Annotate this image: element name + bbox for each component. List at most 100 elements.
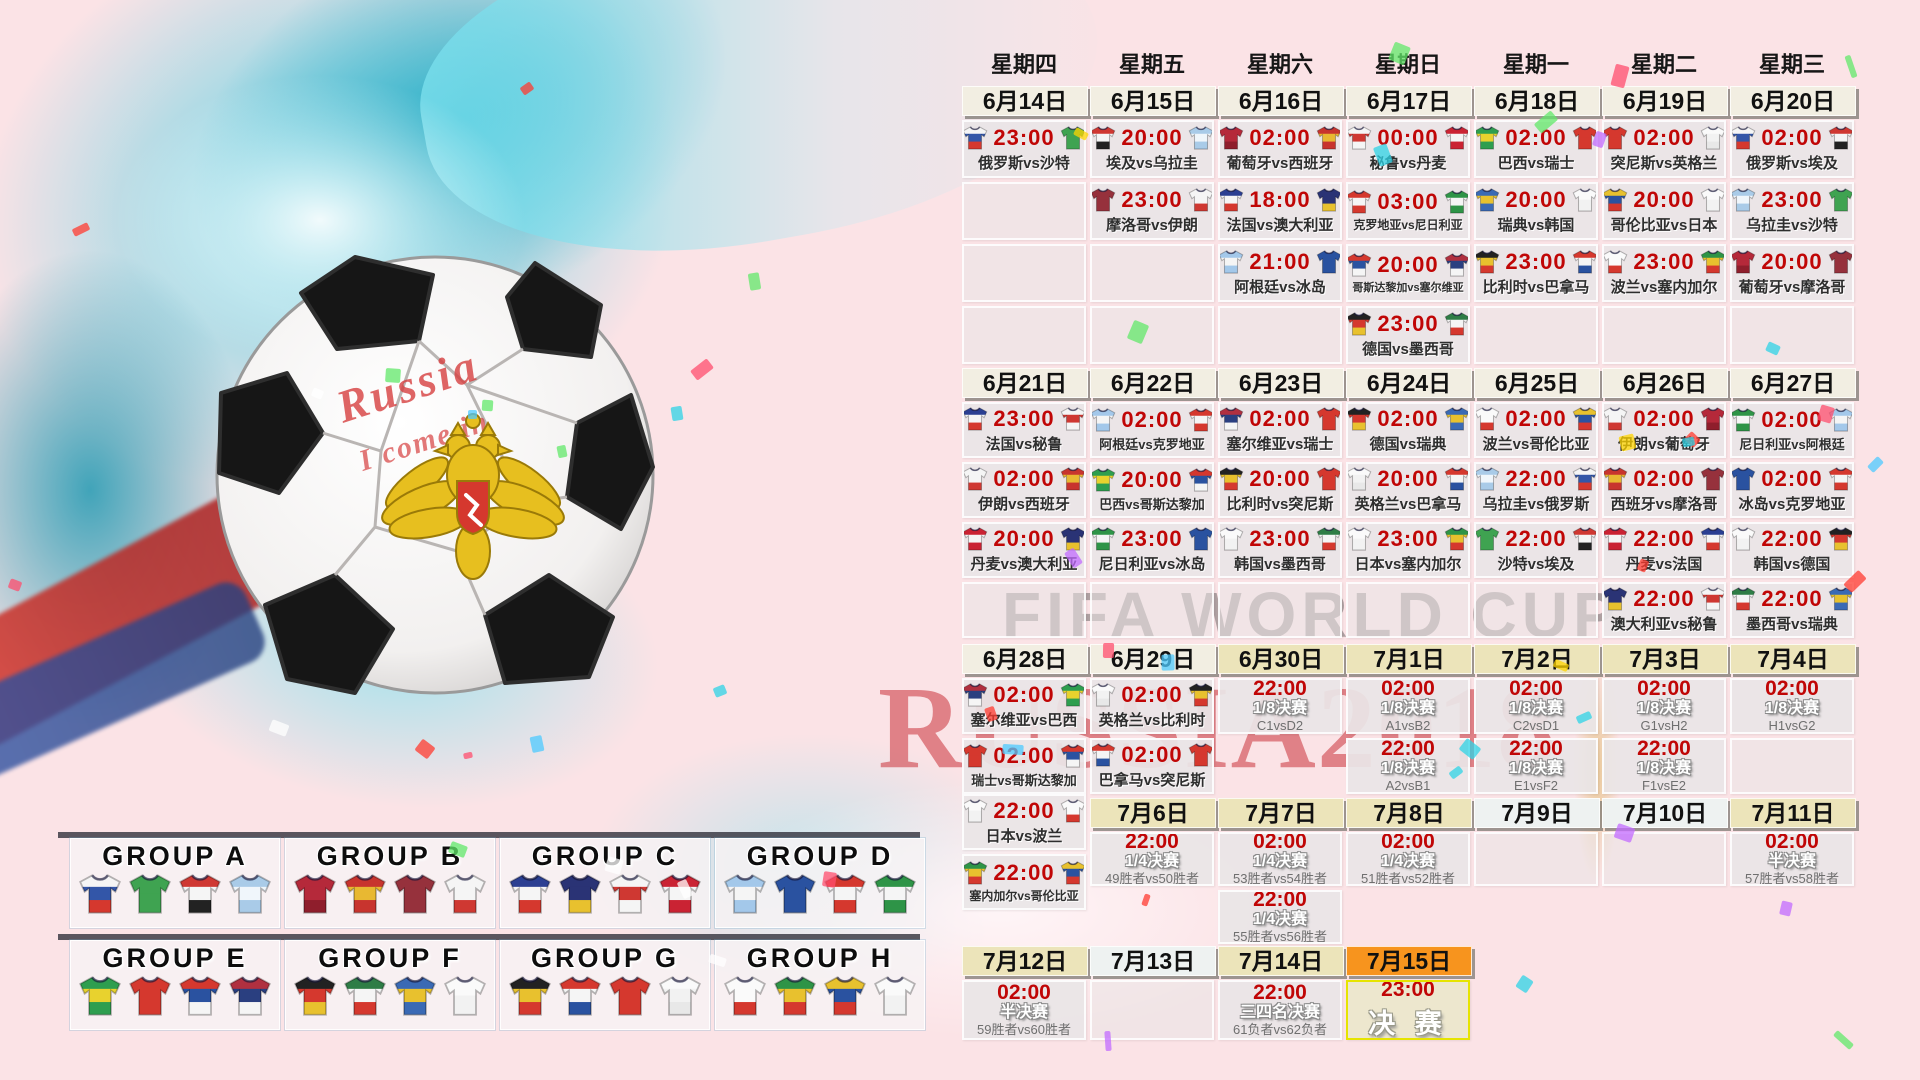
match-cell: 22:00 沙特vs埃及 [1474,522,1598,578]
knockout-detail: F1vsE2 [1641,778,1687,794]
team-jersey-icon [1348,467,1372,491]
match-cell: 18:00 法国vs澳大利亚 [1218,182,1342,240]
group-label: GROUP H [746,943,894,973]
knockout-detail: A2vsB1 [1385,778,1431,794]
team-jersey-icon [1092,188,1116,212]
match-cell: 02:00 巴拿马vs突尼斯 [1090,738,1214,794]
knockout-stage: 半决赛 [1767,853,1816,871]
team-jersey-icon [294,874,336,914]
team-jersey-icon [1700,250,1724,274]
match-time: 23:00 [993,406,1055,431]
team-jersey-icon [1828,408,1852,432]
team-jersey-icon [964,467,988,491]
team-jersey-icon [1316,188,1340,212]
knockout-detail: 55胜者vs56胜者 [1233,929,1327,944]
match-cell: 02:00 突尼斯vs英格兰 [1602,120,1726,178]
team-jersey-icon [1092,408,1116,432]
match-teams: 伊朗vs葡萄牙 [1618,436,1710,453]
team-jersey-icon [1604,527,1628,551]
weekday-label: 星期二 [1630,52,1697,77]
team-jersey-icon [1444,190,1468,214]
schedule-cell [1730,306,1854,364]
match-teams: 葡萄牙vs摩洛哥 [1738,279,1846,296]
team-jersey-icon [559,874,601,914]
weekday-label: 星期日 [1374,52,1441,77]
group-jerseys [723,975,917,1017]
match-cell: 23:00 日本vs塞内加尔 [1346,522,1470,578]
schedule-cell [1602,832,1726,886]
date-header: 7月6日 [1090,798,1216,828]
match-teams: 俄罗斯vs埃及 [1746,155,1838,172]
knockout-detail: C1vsD2 [1256,718,1304,734]
match-cell: 03:00 克罗地亚vs尼日利亚 [1346,182,1470,240]
team-jersey-icon [1732,587,1756,611]
match-teams: 塞尔维亚vs瑞士 [1226,436,1334,453]
team-jersey-icon [1060,861,1084,885]
knockout-detail: 51胜者vs52胜者 [1361,871,1455,886]
team-jersey-icon [344,976,386,1016]
match-time: 02:00 [993,743,1055,768]
team-jersey-icon [444,976,486,1016]
match-cell: 22:00 日本vs波兰 [962,794,1086,850]
team-jersey-icon [1732,126,1756,150]
match-time: 20:00 [1761,249,1823,274]
date-header: 6月25日 [1474,368,1600,398]
group-label: GROUP C [531,841,679,871]
team-jersey-icon [1828,587,1852,611]
team-jersey-icon [774,976,816,1016]
match-cell: 22:00 乌拉圭vs俄罗斯 [1474,462,1598,518]
team-jersey-icon [1316,527,1340,551]
team-jersey-icon [1188,527,1212,551]
team-jersey-icon [609,976,651,1016]
team-jersey-icon [659,874,701,914]
team-jersey-icon [1220,527,1244,551]
team-jersey-icon [724,976,766,1016]
match-teams: 德国vs瑞典 [1369,436,1447,453]
match-time: 22:00 [1505,526,1567,551]
match-time: 22:00 [1637,738,1691,760]
team-jersey-icon [1316,407,1340,431]
team-jersey-icon [1220,126,1244,150]
date-header: 7月8日 [1346,798,1472,828]
knockout-detail: H1vsG2 [1768,718,1816,734]
match-teams: 伊朗vs西班牙 [978,496,1070,513]
schedule-cell [1474,306,1598,364]
date-header: 7月14日 [1218,946,1344,976]
date-header: 6月16日 [1218,86,1344,116]
team-jersey-icon [1444,312,1468,336]
team-jersey-icon [1220,188,1244,212]
schedule-cell [1474,832,1598,886]
match-time: 02:00 [1761,125,1823,150]
weekday-label: 星期四 [990,52,1057,77]
knockout-cell: 22:00 三四名决赛 61负者vs62负者 [1218,980,1342,1040]
date-header: 7月15日 [1346,946,1472,976]
match-teams: 日本vs波兰 [985,828,1063,845]
team-jersey-icon [1220,407,1244,431]
team-jersey-icon [1572,467,1596,491]
team-jersey-icon [774,874,816,914]
match-time: 23:00 [1121,526,1183,551]
team-jersey-icon [1092,683,1116,707]
date-header: 7月2日 [1474,644,1600,674]
match-teams: 丹麦vs法国 [1625,556,1703,573]
knockout-detail: 61负者vs62负者 [1233,1022,1327,1038]
final-cell: 23:00 决 赛 [1346,980,1470,1040]
team-jersey-icon [1444,252,1468,277]
match-cell: 02:00 德国vs瑞典 [1346,402,1470,458]
team-jersey-icon [1092,126,1116,150]
group-divider-strip [58,934,920,940]
team-jersey-icon [444,874,486,914]
match-cell: 20:00 哥伦比亚vs日本 [1602,182,1726,240]
group-jerseys [508,873,702,915]
match-time: 02:00 [1633,466,1695,491]
match-time: 23:00 [1381,980,1435,1002]
schedule-cell [962,182,1086,240]
date-header: 7月12日 [962,946,1088,976]
team-jersey-icon [1828,188,1852,212]
match-time: 02:00 [1505,406,1567,431]
team-jersey-icon [964,861,988,885]
team-jersey-icon [1444,126,1468,150]
weekday-label: 星期五 [1118,52,1185,77]
match-time: 02:00 [1377,406,1439,431]
